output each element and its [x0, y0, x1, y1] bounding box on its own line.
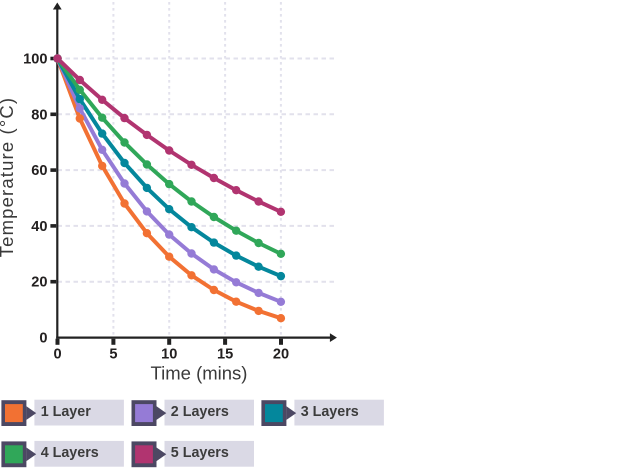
svg-text:15: 15: [217, 347, 233, 363]
svg-text:60: 60: [31, 163, 47, 179]
svg-text:80: 80: [31, 107, 47, 123]
svg-text:40: 40: [31, 219, 47, 235]
svg-text:4 Layers: 4 Layers: [41, 445, 99, 461]
svg-text:5: 5: [109, 347, 117, 363]
svg-text:20: 20: [273, 347, 289, 363]
svg-text:1 Layer: 1 Layer: [41, 404, 92, 420]
svg-text:100: 100: [23, 52, 47, 68]
svg-text:10: 10: [161, 347, 177, 363]
svg-text:2 Layers: 2 Layers: [171, 404, 229, 420]
svg-text:Time (mins): Time (mins): [151, 363, 248, 384]
svg-text:20: 20: [31, 275, 47, 291]
svg-text:0: 0: [53, 347, 61, 363]
svg-text:3 Layers: 3 Layers: [301, 404, 359, 420]
svg-text:0: 0: [39, 331, 47, 347]
svg-text:5 Layers: 5 Layers: [171, 445, 229, 461]
svg-text:Temperature (°C): Temperature (°C): [0, 97, 17, 257]
